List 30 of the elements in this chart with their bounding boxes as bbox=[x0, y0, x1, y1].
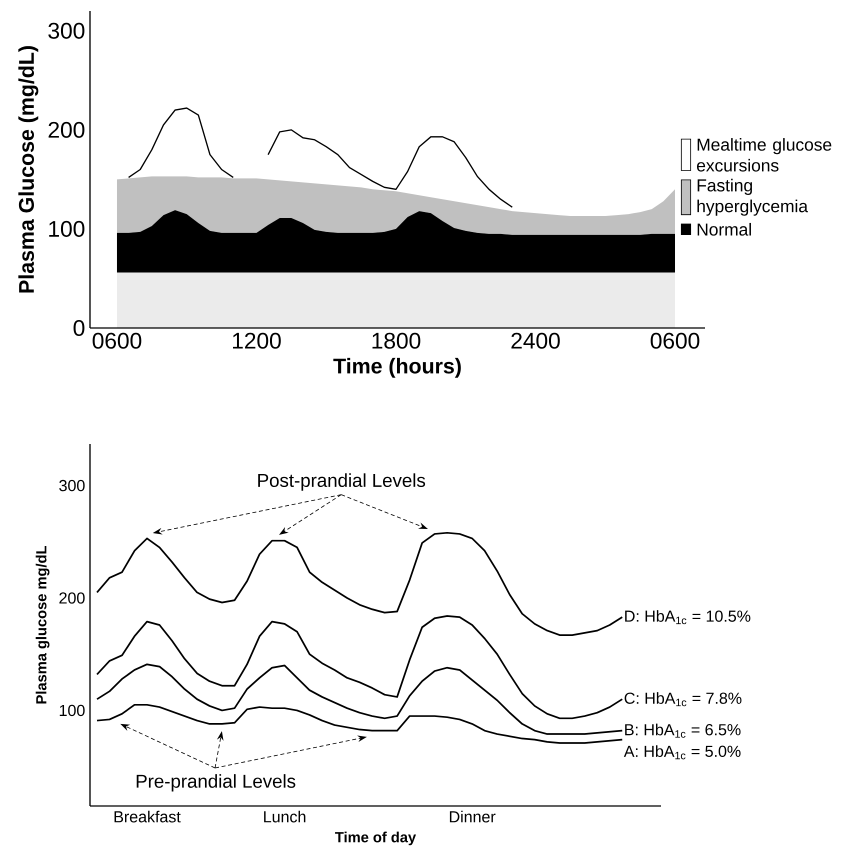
series-label: C: HbA$_{1c}$ = 7.8% bbox=[624, 692, 742, 706]
y-tick-label: 100 bbox=[49, 220, 84, 237]
y-axis-title: Plasma glucose mg/dL bbox=[36, 546, 50, 704]
y-tick-label: 0 bbox=[74, 320, 84, 336]
y-tick-label: 300 bbox=[48, 22, 84, 39]
x-tick-label: 2400 bbox=[511, 332, 560, 349]
y-tick-label: 100 bbox=[60, 704, 85, 716]
x-axis-title: Time (hours) bbox=[333, 358, 461, 378]
series-label: B: HbA$_{1c}$ = 6.5% bbox=[625, 724, 741, 738]
x-tick-label: 1800 bbox=[372, 332, 420, 349]
x-tick-label: 0600 bbox=[650, 332, 700, 349]
legend-label: Normal bbox=[698, 222, 751, 236]
y-tick-label: 200 bbox=[59, 592, 85, 604]
y-axis-title: Plasma Glucose (mg/dL) bbox=[18, 46, 38, 293]
x-tick-label: Lunch bbox=[264, 810, 306, 822]
line-series bbox=[96, 532, 624, 636]
x-tick-label: 0600 bbox=[92, 332, 142, 349]
annotation: Pre-prandial Levels bbox=[136, 774, 296, 792]
legend-label: Fasting hyperglycemia bbox=[697, 178, 808, 216]
legend-label: Mealtime glucose excursions bbox=[696, 138, 832, 172]
y-tick-label: 300 bbox=[59, 480, 85, 492]
series-label: A: HbA$_{1c}$ = 5.0% bbox=[624, 745, 741, 760]
x-tick-label: Dinner bbox=[450, 810, 496, 822]
annotation: Post-prandial Levels bbox=[258, 473, 426, 491]
line-series bbox=[96, 615, 624, 720]
x-tick-label: Breakfast bbox=[114, 810, 181, 822]
x-axis-title: Time of day bbox=[335, 832, 416, 846]
series-label: D: HbA$_{1c}$ = 10.5% bbox=[625, 610, 750, 624]
y-tick-label: 200 bbox=[48, 122, 84, 138]
x-tick-label: 1200 bbox=[233, 332, 281, 349]
